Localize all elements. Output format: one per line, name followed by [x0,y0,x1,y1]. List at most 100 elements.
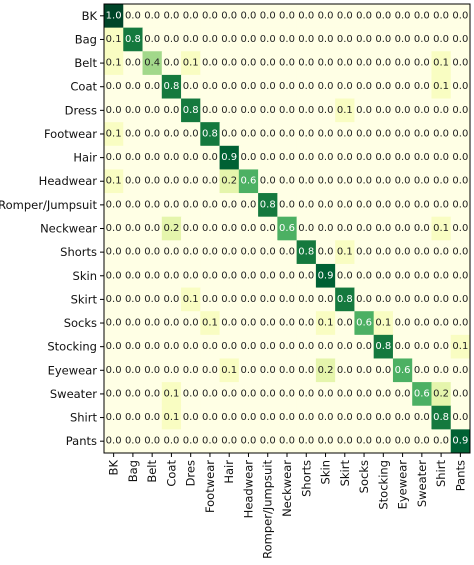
heatmap-cell-r16-c3 [161,382,182,407]
cell-value-label-r15-c0: 0.0 [106,365,122,376]
heatmap-cell-r18-c3 [161,429,182,454]
heatmap-cell-r0-c8 [258,4,278,29]
heatmap-cell-r15-c1 [123,358,144,383]
heatmap-cell-r0-c14 [373,4,394,29]
heatmap-cell-r16-c13 [354,382,375,407]
cell-value-label-r4-c4: 0.8 [183,105,199,116]
cell-value-label-r18-c5: 0.0 [202,436,218,447]
heatmap-cell-r9-c15 [392,216,413,241]
heatmap-cell-r7-c13 [354,169,375,194]
cell-value-label-r9-c6: 0.0 [221,223,237,234]
cell-value-label-r17-c1: 0.0 [125,412,141,423]
heatmap-cell-r13-c1 [123,311,144,336]
heatmap-cell-r14-c9 [277,334,298,359]
heatmap-cell-r9-c10 [296,216,317,241]
cell-value-label-r14-c3: 0.0 [163,341,179,352]
cell-value-label-r0-c18: 0.0 [452,10,468,21]
cell-value-label-r12-c10: 0.0 [298,294,314,305]
cell-value-label-r11-c1: 0.0 [125,270,141,281]
heatmap-cell-r7-c15 [392,169,413,194]
heatmap-cell-r5-c17 [431,122,452,147]
cell-value-label-r1-c8: 0.0 [260,34,276,45]
y-tick-label-15: Eyewear [48,363,98,377]
cell-value-label-r5-c8: 0.0 [260,128,276,139]
cell-value-label-r15-c18: 0.0 [452,365,468,376]
cell-value-label-r8-c7: 0.0 [241,199,257,210]
cell-value-label-r2-c3: 0.0 [163,58,179,69]
cell-value-label-r5-c2: 0.0 [144,128,160,139]
heatmap-cell-r3-c13 [354,74,375,100]
cell-value-label-r15-c1: 0.0 [125,365,141,376]
heatmap-cell-r3-c2 [142,74,163,100]
cell-value-label-r7-c0: 0.1 [106,176,122,187]
heatmap-cell-r12-c18 [450,287,471,312]
cell-value-label-r13-c11: 0.1 [318,318,334,329]
heatmap-cell-r10-c11 [315,240,336,265]
cell-value-label-r4-c5: 0.0 [202,105,218,116]
cell-value-label-r1-c13: 0.0 [356,34,372,45]
heatmap-cell-r4-c7 [238,98,259,123]
heatmap-cell-r10-c4 [181,240,201,265]
heatmap-cell-r8-c3 [161,193,182,218]
cell-value-label-r6-c7: 0.0 [241,152,257,163]
heatmap-cell-r15-c8 [258,358,278,383]
cell-value-label-r2-c9: 0.0 [279,58,295,69]
heatmap-cell-r4-c16 [412,98,432,123]
heatmap-cell-r8-c18 [450,193,471,218]
heatmap-cell-r2-c14 [373,51,394,76]
cell-value-label-r17-c10: 0.0 [298,412,314,423]
heatmap-cell-r9-c1 [123,216,144,241]
heatmap-cell-r14-c0 [104,334,124,359]
cell-value-label-r9-c5: 0.0 [202,223,218,234]
cell-value-label-r17-c8: 0.0 [260,412,276,423]
x-tick-label-8: Romper/Jumpsuit [261,460,275,559]
heatmap-cell-r6-c15 [392,145,413,170]
cell-value-label-r4-c9: 0.0 [279,105,295,116]
cell-value-label-r2-c11: 0.0 [318,58,334,69]
cell-value-label-r4-c3: 0.0 [163,105,179,116]
heatmap-cell-r9-c14 [373,216,394,241]
cell-value-label-r8-c13: 0.0 [356,199,372,210]
heatmap-cell-r13-c13 [354,311,375,336]
cell-value-label-r2-c16: 0.0 [414,58,430,69]
cell-value-label-r17-c13: 0.0 [356,412,372,423]
cell-value-label-r1-c0: 0.1 [106,34,122,45]
cell-value-label-r16-c7: 0.0 [241,388,257,399]
cell-value-label-r1-c16: 0.0 [414,34,430,45]
cell-value-label-r4-c0: 0.0 [106,105,122,116]
heatmap-cell-r13-c7 [238,311,259,336]
cell-value-label-r4-c1: 0.0 [125,105,141,116]
cell-value-label-r0-c2: 0.0 [144,10,160,21]
cell-value-label-r10-c13: 0.0 [356,247,372,258]
cell-value-label-r12-c8: 0.0 [260,294,276,305]
heatmap-cell-r14-c17 [431,334,452,359]
heatmap-cell-r14-c8 [258,334,278,359]
cell-value-label-r4-c13: 0.0 [356,105,372,116]
heatmap-cell-r7-c18 [450,169,471,194]
cell-value-label-r6-c16: 0.0 [414,152,430,163]
cell-value-label-r3-c7: 0.0 [241,81,257,92]
heatmap-cell-r8-c2 [142,193,163,218]
cell-value-label-r10-c16: 0.0 [414,247,430,258]
cell-value-label-r5-c12: 0.0 [337,128,353,139]
cell-value-label-r12-c6: 0.0 [221,294,237,305]
cell-value-label-r9-c18: 0.0 [452,223,468,234]
x-tick-label-12: Skirt [338,460,352,487]
x-tick-label-11: Skin [319,460,333,484]
heatmap-cell-r8-c17 [431,193,452,218]
heatmap-cell-r4-c17 [431,98,452,123]
cell-value-label-r6-c12: 0.0 [337,152,353,163]
heatmap-cell-r15-c7 [238,358,259,383]
x-tick-label-1: Bag [126,460,140,482]
heatmap-cell-r9-c11 [315,216,336,241]
heatmap-cell-r10-c7 [238,240,259,265]
heatmap-cell-r18-c8 [258,429,278,454]
x-tick-label-15: Eyewear [396,460,410,510]
heatmap-cell-r17-c18 [450,405,471,430]
cell-value-label-r15-c5: 0.0 [202,365,218,376]
cell-value-label-r18-c7: 0.0 [241,436,257,447]
cell-value-label-r10-c15: 0.0 [395,247,411,258]
heatmap-cell-r7-c14 [373,169,394,194]
heatmap-cell-r1-c13 [354,27,375,52]
cell-value-label-r11-c9: 0.0 [279,270,295,281]
